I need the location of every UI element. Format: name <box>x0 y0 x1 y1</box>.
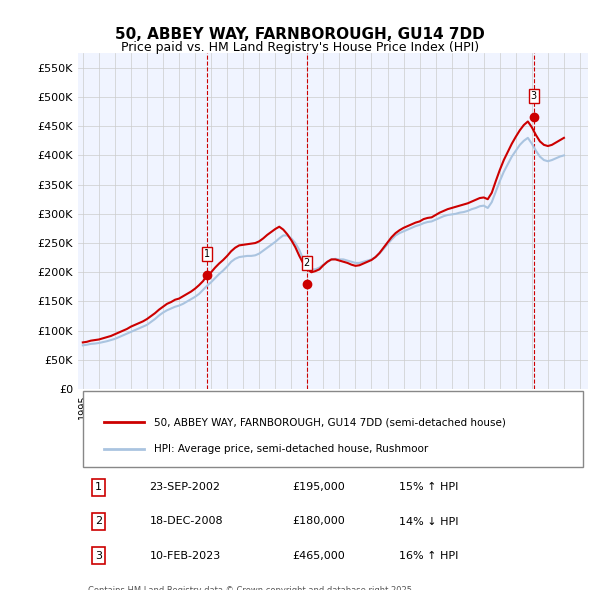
Text: 14% ↓ HPI: 14% ↓ HPI <box>400 516 459 526</box>
Text: £195,000: £195,000 <box>292 483 345 493</box>
Text: 50, ABBEY WAY, FARNBOROUGH, GU14 7DD (semi-detached house): 50, ABBEY WAY, FARNBOROUGH, GU14 7DD (se… <box>155 417 506 427</box>
Text: £465,000: £465,000 <box>292 550 345 560</box>
Text: 1: 1 <box>95 483 102 493</box>
Text: 2: 2 <box>95 516 102 526</box>
Text: 3: 3 <box>95 550 102 560</box>
Text: 3: 3 <box>531 91 537 101</box>
Text: 1: 1 <box>204 249 210 259</box>
Text: 16% ↑ HPI: 16% ↑ HPI <box>400 550 458 560</box>
Text: 18-DEC-2008: 18-DEC-2008 <box>149 516 223 526</box>
Text: 2: 2 <box>304 258 310 268</box>
Text: 10-FEB-2023: 10-FEB-2023 <box>149 550 221 560</box>
Text: Contains HM Land Registry data © Crown copyright and database right 2025.
This d: Contains HM Land Registry data © Crown c… <box>88 586 415 590</box>
Text: 15% ↑ HPI: 15% ↑ HPI <box>400 483 458 493</box>
Text: £180,000: £180,000 <box>292 516 345 526</box>
Text: Price paid vs. HM Land Registry's House Price Index (HPI): Price paid vs. HM Land Registry's House … <box>121 41 479 54</box>
FancyBboxPatch shape <box>83 391 583 467</box>
Text: 23-SEP-2002: 23-SEP-2002 <box>149 483 220 493</box>
Text: 50, ABBEY WAY, FARNBOROUGH, GU14 7DD: 50, ABBEY WAY, FARNBOROUGH, GU14 7DD <box>115 27 485 41</box>
Text: HPI: Average price, semi-detached house, Rushmoor: HPI: Average price, semi-detached house,… <box>155 444 429 454</box>
